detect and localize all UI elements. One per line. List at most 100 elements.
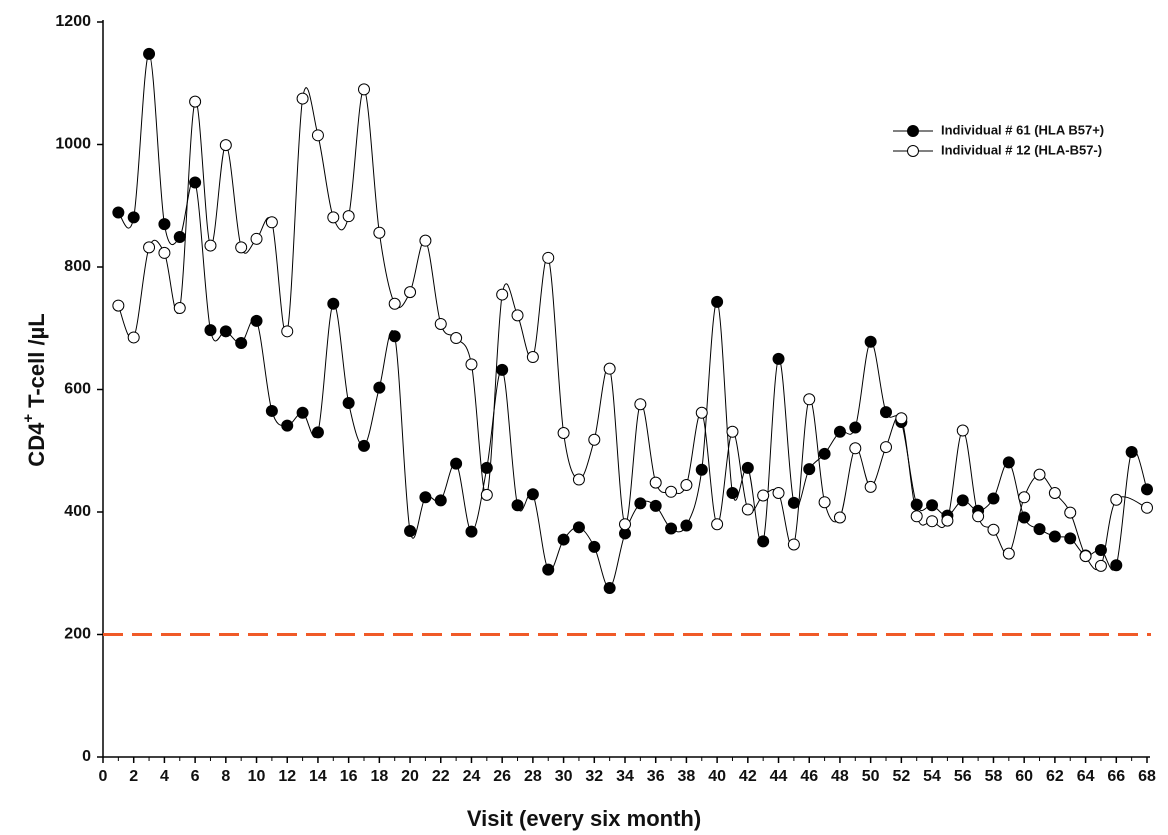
data-point xyxy=(926,499,939,512)
data-point xyxy=(572,473,585,486)
x-tick-label: 62 xyxy=(1046,768,1064,785)
data-point xyxy=(143,241,156,254)
data-point xyxy=(1141,501,1153,514)
x-tick-label: 14 xyxy=(309,768,327,785)
data-point xyxy=(711,518,724,531)
data-point xyxy=(404,286,417,299)
data-point xyxy=(189,95,202,108)
data-point xyxy=(1141,483,1153,496)
data-point xyxy=(588,433,601,446)
data-point xyxy=(143,47,156,60)
data-point xyxy=(404,524,417,537)
data-point xyxy=(849,421,862,434)
data-point xyxy=(649,476,662,489)
data-point xyxy=(926,515,939,528)
data-point xyxy=(235,336,248,349)
data-point xyxy=(542,563,555,576)
data-point xyxy=(803,393,816,406)
y-tick-label: 600 xyxy=(64,381,91,398)
data-point xyxy=(849,442,862,455)
x-tick-label: 20 xyxy=(401,768,419,785)
data-point xyxy=(296,92,309,105)
x-tick-label: 36 xyxy=(647,768,665,785)
data-point xyxy=(956,494,969,507)
data-point xyxy=(388,297,401,310)
data-point xyxy=(695,406,708,419)
data-point xyxy=(173,230,186,243)
data-point xyxy=(434,317,447,330)
data-point xyxy=(1002,547,1015,560)
data-point xyxy=(895,412,908,425)
x-tick-label: 34 xyxy=(616,768,634,785)
data-point xyxy=(373,381,386,394)
data-point xyxy=(342,396,355,409)
data-point xyxy=(833,511,846,524)
data-point xyxy=(972,510,985,523)
data-point xyxy=(1018,491,1031,504)
data-point xyxy=(603,581,616,594)
x-tick-label: 32 xyxy=(585,768,603,785)
data-point xyxy=(1125,445,1138,458)
x-tick-label: 8 xyxy=(221,768,230,785)
data-point xyxy=(496,363,509,376)
x-tick-label: 22 xyxy=(432,768,450,785)
data-point xyxy=(373,226,386,239)
legend-marker xyxy=(907,145,919,157)
data-point xyxy=(265,216,278,229)
data-point xyxy=(880,441,892,454)
x-tick-label: 60 xyxy=(1015,768,1033,785)
data-point xyxy=(465,358,478,371)
y-tick-label: 200 xyxy=(64,626,91,643)
data-point xyxy=(358,439,370,452)
x-tick-label: 58 xyxy=(985,768,1003,785)
x-tick-label: 44 xyxy=(770,768,788,785)
data-point xyxy=(665,485,678,498)
series-line xyxy=(117,87,1148,571)
x-tick-label: 4 xyxy=(160,768,169,785)
y-tick-label: 0 xyxy=(82,748,91,765)
x-tick-label: 26 xyxy=(493,768,511,785)
data-point xyxy=(511,309,524,322)
data-point xyxy=(1110,493,1123,506)
data-point xyxy=(173,302,186,315)
data-point xyxy=(695,463,708,476)
legend-label: Individual # 12 (HLA-B57-) xyxy=(941,142,1102,157)
data-point xyxy=(803,463,816,476)
data-point xyxy=(327,211,340,224)
data-point xyxy=(265,404,278,417)
y-label-sup: + xyxy=(20,414,37,423)
data-point xyxy=(818,447,831,460)
data-point xyxy=(619,518,631,531)
data-point xyxy=(450,332,463,345)
x-tick-label: 40 xyxy=(708,768,726,785)
data-point xyxy=(572,521,585,534)
data-point xyxy=(158,246,171,259)
data-point xyxy=(327,297,340,310)
data-point xyxy=(388,330,401,343)
data-point xyxy=(680,479,693,492)
data-point xyxy=(250,314,263,327)
y-axis-label: CD4+ T-cell /µL xyxy=(20,313,49,466)
data-point xyxy=(757,535,770,548)
data-point xyxy=(1094,543,1107,556)
x-axis-label: Visit (every six month) xyxy=(467,806,701,831)
x-tick-label: 6 xyxy=(191,768,200,785)
data-point xyxy=(1079,550,1092,563)
data-point xyxy=(910,498,923,511)
data-point xyxy=(465,525,478,538)
data-point xyxy=(1048,530,1061,543)
data-point xyxy=(542,251,555,264)
x-tick-label: 30 xyxy=(555,768,573,785)
data-point xyxy=(311,129,324,142)
data-point xyxy=(480,488,493,501)
y-tick-label: 800 xyxy=(64,258,91,275)
data-point xyxy=(496,288,509,301)
data-point xyxy=(250,232,263,245)
data-point xyxy=(680,519,693,532)
data-point xyxy=(634,497,647,510)
x-tick-label: 56 xyxy=(954,768,972,785)
data-point xyxy=(112,206,125,219)
x-tick-label: 16 xyxy=(340,768,358,785)
